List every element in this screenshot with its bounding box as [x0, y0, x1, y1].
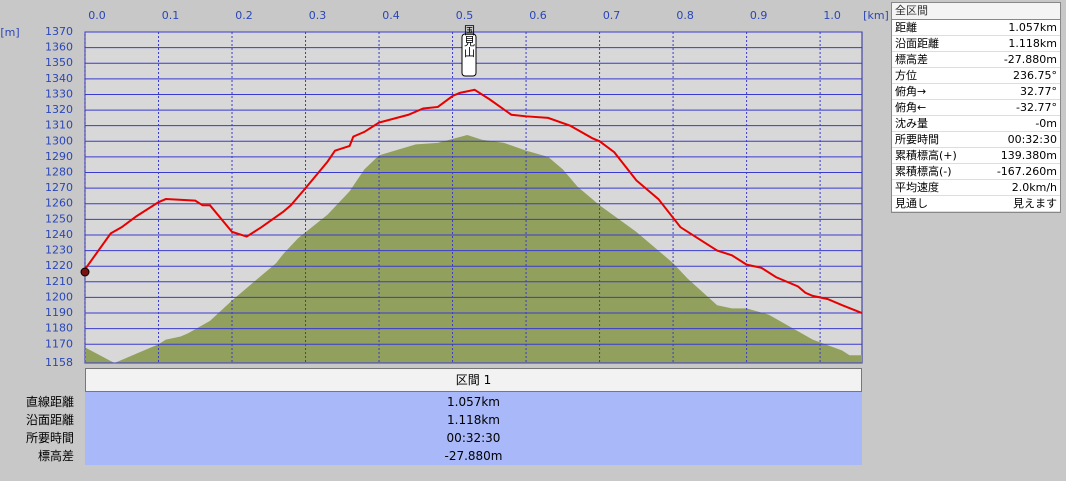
panel-label: 沿面距離	[895, 37, 939, 50]
section-label: 直線距離	[25, 395, 74, 409]
section-label: 沿面距離	[25, 413, 74, 427]
panel-row: 俯角→ 32.77°	[892, 84, 1060, 100]
panel-label: 累積標高(-)	[895, 165, 952, 178]
panel-value: -167.260m	[996, 165, 1057, 178]
section-row: 標高差 -27.880m	[0, 447, 1066, 465]
chart: [km] [m] 1158 1170 1180 1190 1200 1210 1220 123…	[0, 9, 889, 368]
section-body	[85, 392, 862, 465]
terrain-area	[85, 135, 862, 363]
panel-row: 距離 1.057km	[892, 20, 1060, 36]
x-tick-label: 1.0	[823, 9, 841, 22]
panel-row: 方位 236.75°	[892, 68, 1060, 84]
x-tick-label: 0.0	[88, 9, 106, 22]
section-header[interactable]: 区間 1	[85, 368, 862, 392]
y-tick-label: 1210	[45, 275, 73, 288]
start-marker	[80, 267, 90, 277]
panel-row: 俯角← -32.77°	[892, 100, 1060, 116]
panel-value: 32.77°	[1020, 85, 1057, 98]
panel-value: 1.057km	[1008, 21, 1057, 34]
panel-label: 見通し	[895, 197, 928, 210]
x-tick-label: 0.9	[750, 9, 768, 22]
y-tick-label: 1270	[45, 181, 73, 194]
x-tick-label: 0.6	[529, 9, 547, 22]
panel-label: 累積標高(+)	[895, 149, 957, 162]
panel-row: 沿面距離 1.118km	[892, 36, 1060, 52]
panel-value: 00:32:30	[1007, 133, 1057, 146]
y-tick-label: 1310	[45, 119, 73, 132]
panel-value: -32.77°	[1016, 101, 1057, 114]
section-value: 1.057km	[447, 395, 500, 409]
y-tick-label: 1190	[45, 306, 73, 319]
grid	[84, 31, 862, 364]
panel-value: -0m	[1035, 117, 1057, 130]
summary-panel: 全区間 距離 1.057km 沿面距離 1.118km 標高差 -27.880m 方位 236…	[891, 2, 1061, 213]
x-tick-label: 0.1	[162, 9, 180, 22]
panel-row: 累積標高(-) -167.260m	[892, 164, 1060, 180]
panel-value: -27.880m	[1003, 53, 1057, 66]
y-tick-label: 1280	[45, 166, 73, 179]
section-value: 1.118km	[447, 413, 500, 427]
y-tick-label: 1360	[45, 41, 73, 54]
x-unit: [km]	[863, 9, 889, 22]
panel-row: 所要時間 00:32:30	[892, 132, 1060, 148]
panel-value: 2.0km/h	[1011, 181, 1057, 194]
panel-label: 俯角←	[895, 101, 927, 114]
y-tick-label: 1220	[45, 259, 73, 272]
x-tick-label: 0.3	[309, 9, 327, 22]
panel-label: 距離	[895, 21, 917, 34]
y-tick-label: 1340	[45, 72, 73, 85]
panel-label: 俯角→	[895, 85, 927, 98]
peak-annotation: 国見山	[461, 24, 477, 77]
section-row: 沿面距離 1.118km	[0, 411, 1066, 429]
panel-label: 沈み量	[895, 117, 928, 130]
panel-row: 沈み量 -0m	[892, 116, 1060, 132]
y-tick-label: 1290	[45, 150, 73, 163]
x-tick-label: 0.5	[456, 9, 474, 22]
panel-row: 標高差 -27.880m	[892, 52, 1060, 68]
annotation-text: 国見山	[463, 24, 476, 57]
section-row: 所要時間 00:32:30	[0, 429, 1066, 447]
panel-label: 平均速度	[895, 181, 939, 194]
section-label: 所要時間	[25, 431, 74, 445]
section-label: 標高差	[37, 449, 74, 463]
y-tick-label: 1330	[45, 87, 73, 100]
panel-label: 方位	[895, 69, 917, 82]
section-row: 直線距離 1.057km	[0, 393, 1066, 411]
panel-value: 見えます	[1013, 197, 1057, 210]
panel-label: 標高差	[895, 53, 928, 66]
x-tick-label: 0.4	[382, 9, 400, 22]
y-tick-label: 1320	[45, 103, 73, 116]
y-tick-label: 1230	[45, 244, 73, 257]
y-tick-label: 1180	[45, 322, 73, 335]
y-tick-label: 1300	[45, 134, 73, 147]
x-tick-label: 0.8	[676, 9, 694, 22]
panel-row: 平均速度 2.0km/h	[892, 180, 1060, 196]
y-tick-label: 1370	[45, 25, 73, 38]
panel-title: 全区間	[892, 3, 1060, 20]
section-value: -27.880m	[444, 449, 503, 463]
panel-value: 1.118km	[1008, 37, 1057, 50]
y-tick-label: 1240	[45, 228, 73, 241]
y-tick-label: 1158	[45, 356, 73, 368]
y-tick-label: 1170	[45, 337, 73, 350]
y-tick-label: 1250	[45, 212, 73, 225]
y-tick-label: 1200	[45, 290, 73, 303]
annotation-box	[461, 33, 477, 77]
x-tick-label: 0.2	[235, 9, 253, 22]
panel-row: 累積標高(+) 139.380m	[892, 148, 1060, 164]
elevation-line	[84, 88, 863, 314]
x-tick-label: 0.7	[603, 9, 621, 22]
y-tick-label: 1350	[45, 56, 73, 69]
y-tick-label: 1260	[45, 197, 73, 210]
panel-value: 139.380m	[1000, 149, 1057, 162]
panel-label: 所要時間	[895, 133, 939, 146]
section-value: 00:32:30	[446, 431, 501, 445]
panel-value: 236.75°	[1013, 69, 1057, 82]
panel-row: 見通し 見えます	[892, 196, 1060, 212]
y-unit: [m]	[0, 26, 19, 39]
